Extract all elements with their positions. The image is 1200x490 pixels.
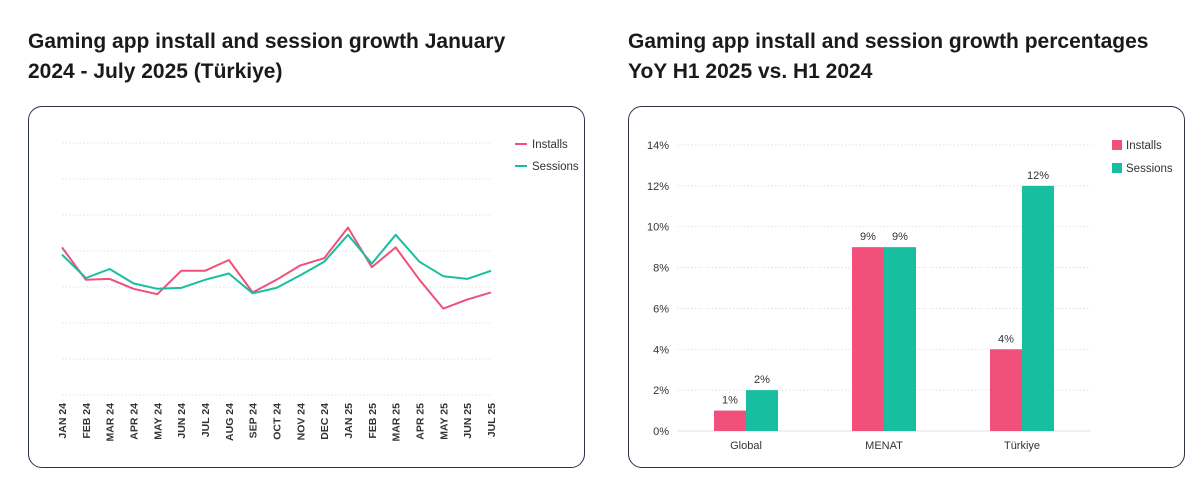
y-tick-label: 6% xyxy=(653,303,669,315)
bar-sessions-türkiye xyxy=(1022,185,1054,431)
y-tick-label: 12% xyxy=(647,181,669,193)
bar-chart: 0% 2% 4% 6% 8% 10% 12% 14% 1% 2% Global 9% 9% MENAT 4%… xyxy=(647,140,1173,452)
x-tick-label: APR 24 xyxy=(129,403,141,440)
y-tick-label: 4% xyxy=(653,344,669,356)
x-tick-label: Global xyxy=(730,440,762,452)
line-chart-panel: JAN 24 FEB 24 MAR 24 APR 24 MAY 24 JUN 24 JUL … xyxy=(28,106,585,468)
line-chart: JAN 24 FEB 24 MAR 24 APR 24 MAY 24 JUN 24 JUL … xyxy=(57,139,579,442)
x-tick-label: MAY 25 xyxy=(438,403,450,440)
y-tick-label: 8% xyxy=(653,263,669,275)
x-tick-label: MAR 25 xyxy=(391,403,403,442)
x-tick-label: SEP 24 xyxy=(248,403,260,439)
right-chart-title: Gaming app install and session growth pe… xyxy=(628,30,1149,83)
bar-installs-global xyxy=(714,410,746,431)
series-line-installs xyxy=(61,226,492,310)
x-tick-label: MAR 24 xyxy=(105,403,117,442)
x-tick-label: JAN 25 xyxy=(343,403,355,439)
data-label: 1% xyxy=(722,395,738,407)
x-tick-label: JUL 25 xyxy=(486,403,498,437)
x-tick-label: MENAT xyxy=(865,440,903,452)
x-tick-label: JUN 24 xyxy=(176,403,188,439)
y-tick-label: 2% xyxy=(653,385,669,397)
series-line-sessions xyxy=(61,233,492,295)
x-tick-label: Türkiye xyxy=(1004,440,1040,452)
x-tick-label: DEC 24 xyxy=(319,403,331,440)
x-tick-label: MAY 24 xyxy=(152,403,164,440)
x-tick-label: JAN 24 xyxy=(57,403,69,439)
bar-chart-panel: 0% 2% 4% 6% 8% 10% 12% 14% 1% 2% Global 9% 9% MENAT 4%… xyxy=(628,106,1185,468)
x-tick-label: FEB 24 xyxy=(81,403,93,439)
bar-sessions-menat xyxy=(884,247,916,431)
x-tick-label: AUG 24 xyxy=(224,403,236,441)
x-tick-label: JUL 24 xyxy=(200,403,212,437)
bar-sessions-global xyxy=(746,390,778,431)
data-label: 9% xyxy=(892,231,908,243)
data-label: 9% xyxy=(860,231,876,243)
bar-installs-menat xyxy=(852,247,884,431)
left-chart-title: Gaming app install and session growth Ja… xyxy=(28,30,506,83)
y-tick-label: 0% xyxy=(653,426,669,438)
y-tick-label: 14% xyxy=(647,140,669,152)
legend-label-installs: Installs xyxy=(1126,140,1162,152)
legend-label-sessions: Sessions xyxy=(532,161,579,173)
x-tick-label: OCT 24 xyxy=(272,403,284,440)
data-label: 12% xyxy=(1027,170,1049,182)
legend-swatch-installs xyxy=(1112,140,1122,150)
data-label: 4% xyxy=(998,333,1014,345)
y-tick-label: 10% xyxy=(647,222,669,234)
x-tick-label: FEB 25 xyxy=(367,403,379,439)
x-tick-label: JUN 25 xyxy=(462,403,474,439)
legend-label-sessions: Sessions xyxy=(1126,163,1173,175)
bar-installs-türkiye xyxy=(990,349,1022,431)
data-label: 2% xyxy=(754,374,770,386)
x-tick-label: APR 25 xyxy=(415,403,427,440)
legend-swatch-sessions xyxy=(1112,163,1122,173)
x-tick-label: NOV 24 xyxy=(295,403,307,441)
legend-label-installs: Installs xyxy=(532,139,568,151)
